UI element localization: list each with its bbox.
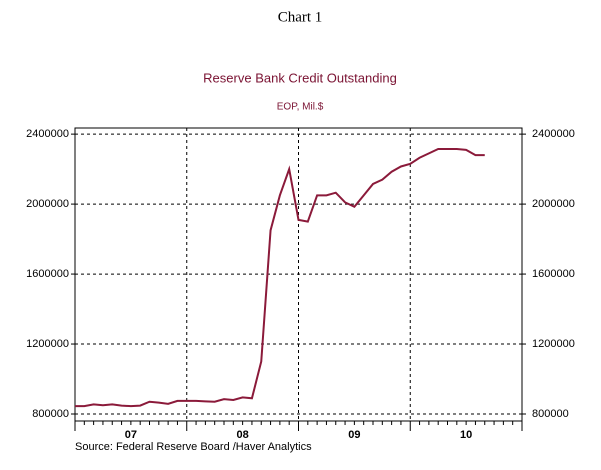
y2-tick-label: 1200000	[532, 338, 575, 350]
x-tick-label: 09	[348, 429, 360, 441]
y-tick-label: 1600000	[26, 268, 69, 280]
data-line	[75, 147, 485, 408]
source: Source: Federal Reserve Board /Haver Ana…	[75, 441, 312, 453]
chart-subtitle: EOP, Mil.$	[277, 102, 324, 113]
x-tick-label: 10	[460, 429, 472, 441]
y-tick-label: 800000	[32, 408, 69, 420]
y-tick-label: 2000000	[26, 198, 69, 210]
chart-number: Chart 1	[278, 9, 323, 25]
x-tick-label: 08	[237, 429, 249, 441]
y2-tick-label: 2400000	[532, 128, 575, 140]
y2-tick-label: 1600000	[532, 268, 575, 280]
y2-tick-label: 800000	[532, 408, 569, 420]
y-tick-label: 2400000	[26, 128, 69, 140]
chart-title: Reserve Bank Credit Outstanding	[203, 70, 397, 85]
x-tick-label: 07	[125, 429, 137, 441]
y-tick-label: 1200000	[26, 338, 69, 350]
y2-tick-label: 2000000	[532, 198, 575, 210]
